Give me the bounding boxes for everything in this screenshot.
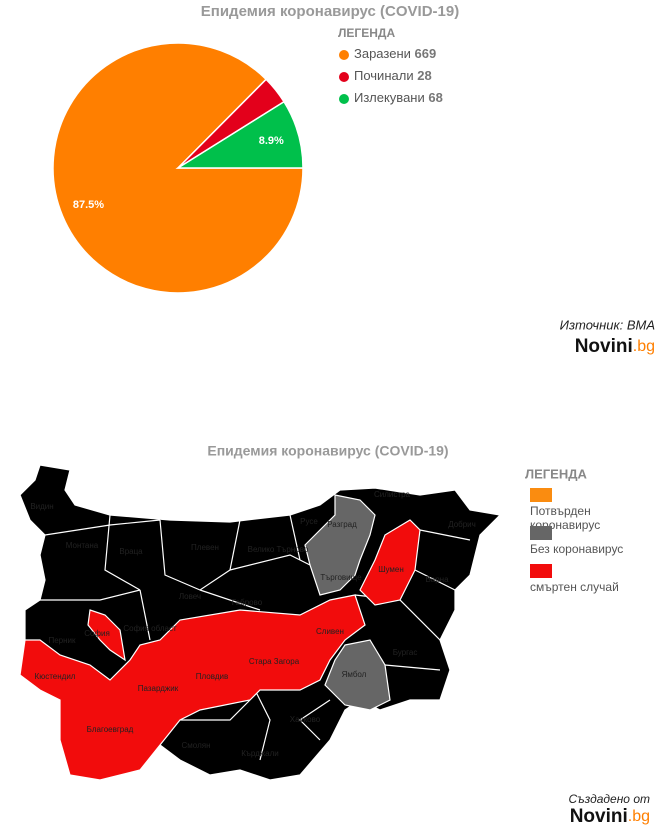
- region-label: Кюстендил: [35, 672, 76, 681]
- region-death: [19, 594, 366, 781]
- region-label: Пазарджик: [138, 684, 179, 693]
- region-death: [359, 519, 421, 606]
- region-label: Добрич: [448, 520, 476, 529]
- legend-marker: [339, 72, 349, 82]
- region-label: Благоевград: [87, 725, 134, 734]
- region-label: Перник: [48, 636, 76, 645]
- legend-name: Заразени: [354, 46, 411, 61]
- legend-swatch: [530, 526, 552, 540]
- logo-suffix: .bg: [633, 338, 655, 355]
- region-label: Сливен: [316, 627, 344, 636]
- logo: Novini.bg: [570, 806, 650, 826]
- legend-entry: Заразени 669: [354, 46, 436, 61]
- region-death: [87, 609, 126, 662]
- legend-swatch: [530, 488, 552, 502]
- region-label: Бургас: [393, 648, 418, 657]
- region-label: Шумен: [378, 565, 404, 574]
- region-none: [304, 494, 376, 596]
- region-label: Кърджали: [241, 749, 279, 758]
- map: [19, 464, 502, 781]
- region-label: Враца: [119, 547, 143, 556]
- legend-marker: [339, 94, 349, 104]
- region-label: Ловеч: [179, 592, 201, 601]
- region-label: Варна: [425, 575, 449, 584]
- region-none: [324, 639, 391, 711]
- logo: Novini.bg: [575, 336, 655, 357]
- region-label: Търговище: [320, 573, 362, 582]
- map-title: Епидемия коронавирус (COVID-19): [207, 443, 448, 459]
- region-label: Велико Търново: [248, 545, 309, 554]
- logo-name: Novini: [575, 336, 633, 357]
- legend-value: 68: [428, 90, 442, 105]
- legend-name: Излекувани: [354, 90, 425, 105]
- source: Източник: ВМА: [560, 317, 655, 332]
- logo-suffix: .bg: [628, 808, 650, 825]
- slice-label: 87.5%: [73, 199, 104, 211]
- legend-value: 669: [415, 46, 437, 61]
- region-label: Стара Загора: [249, 657, 300, 666]
- logo-name: Novini: [570, 806, 628, 826]
- region-label: Монтана: [66, 541, 99, 550]
- slice-label: 8.9%: [259, 135, 284, 147]
- pie-title: Епидемия коронавирус (COVID-19): [201, 3, 459, 20]
- legend-swatch: [530, 564, 552, 578]
- region-label: Видин: [30, 502, 53, 511]
- legend-title: ЛЕГЕНДА: [338, 26, 395, 40]
- created-by: Създадено от: [569, 792, 650, 806]
- region-label: Ямбол: [342, 670, 367, 679]
- region-label: София: [84, 629, 110, 638]
- region-label: Силистра: [374, 490, 410, 499]
- legend-name: Починали: [354, 68, 414, 83]
- region-label: Смолян: [182, 741, 211, 750]
- legend-label: смъртен случай: [530, 580, 619, 594]
- region-label: Хасково: [290, 715, 321, 724]
- legend-value: 28: [417, 68, 431, 83]
- region-label: Плевен: [191, 543, 219, 552]
- map-legend-title: ЛЕГЕНДА: [525, 466, 587, 481]
- region-label: Габрово: [232, 598, 263, 607]
- region-label: Разград: [327, 520, 357, 529]
- legend-label: Без коронавирус: [530, 542, 623, 556]
- region-label: Русе: [300, 517, 318, 526]
- legend-marker: [339, 50, 349, 60]
- legend-entry: Починали 28: [354, 68, 432, 83]
- region-label: Пловдив: [196, 672, 229, 681]
- region-label: София област: [123, 624, 177, 633]
- legend-label-line: Потвърден: [530, 504, 591, 518]
- pie-slice: [175, 100, 304, 169]
- legend-entry: Излекувани 68: [354, 90, 443, 105]
